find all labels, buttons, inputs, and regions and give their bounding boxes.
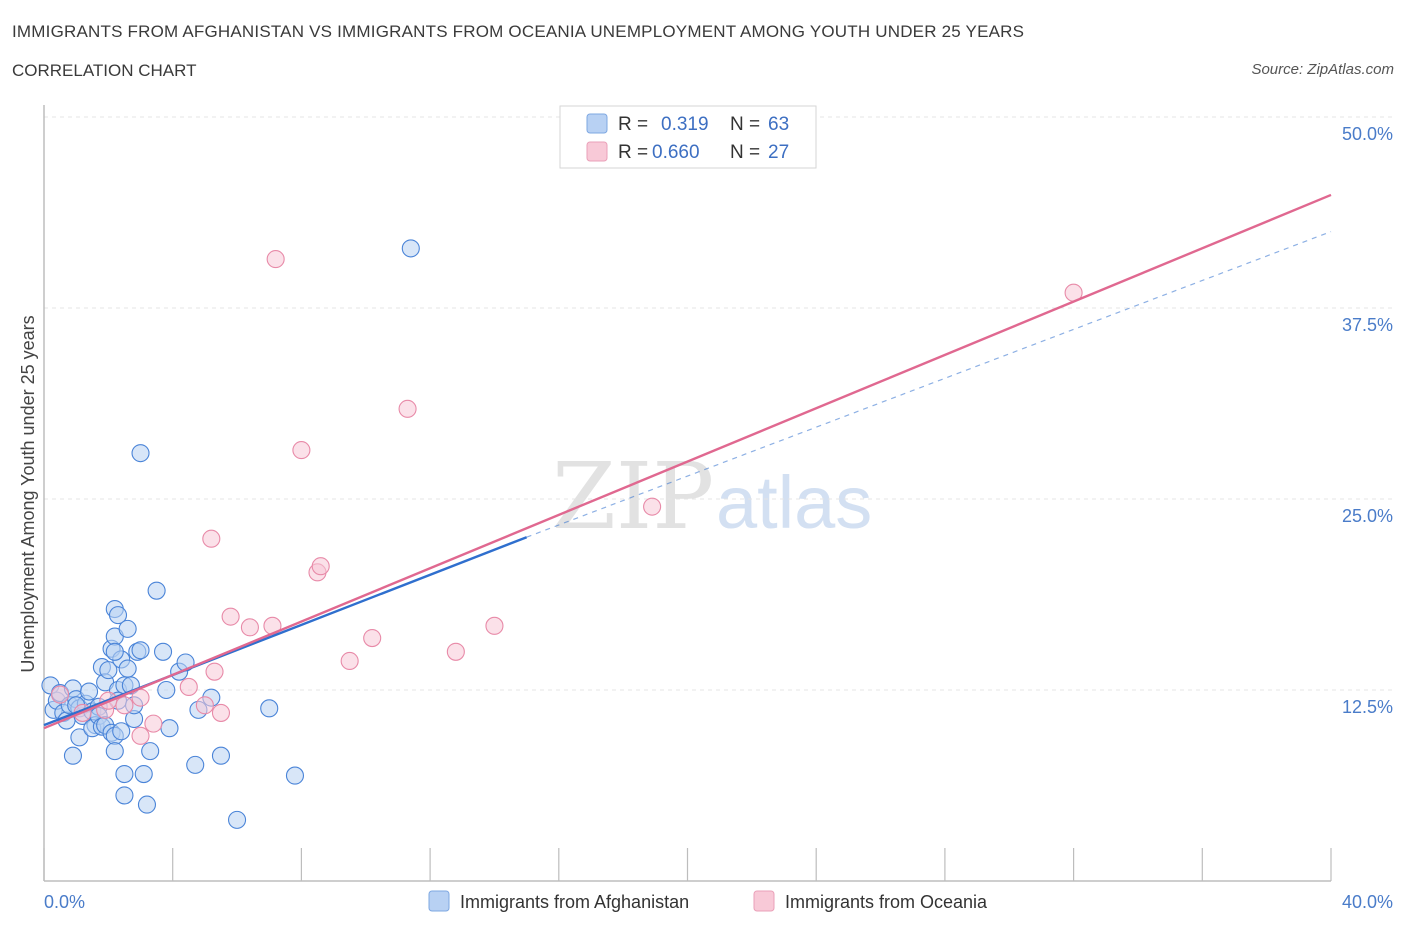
point-s1-20 [340,651,359,671]
point-s0-47 [134,764,153,784]
x-axis-ticks [43,848,1332,881]
point-s0-37 [105,742,124,761]
legend-swatch-oceania [586,141,608,162]
point-s1-12 [211,703,231,722]
point-s0-61 [211,746,231,765]
point-s0-42 [118,619,137,638]
point-s1-14 [240,618,259,637]
legend-r-label-2: R = [618,142,648,163]
point-s0-34 [105,642,124,661]
trend-line-s1 [43,193,1332,730]
point-s0-38 [112,722,131,741]
chart-subtitle: CORRELATION CHART [12,61,197,80]
series-oceania-points [51,250,1083,745]
point-s1-16 [266,250,285,269]
point-s1-4 [115,696,134,715]
watermark-atlas: atlas [716,461,872,544]
point-s1-25 [643,497,662,516]
stats-legend: R = 0.319 N = 63 R = 0.660 N = 27 [559,105,817,169]
x-tick-label-max: 40.0% [1342,892,1393,912]
legend-n-value-2: 27 [768,142,789,163]
x-tick-label-min: 0.0% [44,892,85,912]
point-s1-7 [144,714,163,733]
point-s0-65 [401,239,420,258]
point-s0-45 [131,641,150,660]
trend-lines [43,193,1332,730]
point-s1-8 [179,677,198,696]
point-s0-53 [157,680,176,700]
legend-swatch-afghanistan [586,113,608,134]
legend-r-value-1: 0.319 [661,114,709,135]
gridlines [44,116,1392,691]
point-s0-54 [160,719,179,738]
point-s1-11 [205,662,224,681]
point-s0-26 [70,728,89,747]
series-legend: Immigrants from Afghanistan Immigrants f… [428,890,988,912]
point-s0-18 [99,661,118,680]
trend-extension-s0 [526,231,1332,538]
legend-r-value-2: 0.660 [652,142,700,163]
point-s0-52 [147,581,166,600]
point-s0-41 [108,606,128,625]
y-axis-tick-labels: 12.5% 25.0% 37.5% 50.0% [1342,124,1393,717]
point-s1-19 [311,557,330,576]
point-s0-59 [186,755,205,774]
point-s0-35 [118,659,137,678]
watermark: ZIP atlas [552,443,872,550]
chart-title: IMMIGRANTS FROM AFGHANISTAN VS IMMIGRANT… [12,22,1025,41]
point-s0-50 [115,786,134,805]
point-s1-22 [398,399,417,418]
y-tick-label-3: 50.0% [1342,124,1393,144]
y-axis-label: Unemployment Among Youth under 25 years [18,315,38,672]
point-s0-12 [79,682,99,701]
series-legend-swatch-oceania [753,890,775,912]
point-s0-48 [137,795,157,814]
point-s1-23 [446,642,465,661]
point-s0-51 [141,742,160,761]
point-s1-17 [292,441,311,460]
point-s1-24 [485,616,504,635]
point-s0-49 [115,764,134,784]
legend-n-label-2: N = [730,142,760,163]
series-legend-label-afghanistan: Immigrants from Afghanistan [460,892,689,912]
point-s0-46 [131,444,150,463]
point-s1-13 [221,607,240,626]
series-legend-swatch-afghanistan [428,890,450,912]
point-s0-63 [260,699,279,718]
point-s1-0 [51,685,70,704]
legend-n-value-1: 63 [768,114,789,135]
point-s1-10 [202,529,221,548]
y-tick-label-0: 12.5% [1342,697,1393,717]
y-tick-label-1: 25.0% [1342,506,1393,526]
source-credit: Source: ZipAtlas.com [1251,61,1394,78]
point-s1-5 [131,726,150,745]
series-afghanistan-points [41,239,420,829]
point-s0-24 [63,746,83,765]
series-legend-label-oceania: Immigrants from Oceania [785,892,988,912]
point-s0-62 [228,810,247,829]
point-s1-21 [363,628,382,648]
point-s1-9 [195,696,214,715]
y-tick-label-2: 37.5% [1342,315,1393,335]
legend-r-label-1: R = [618,114,648,135]
point-s0-64 [285,766,305,785]
legend-n-label-1: N = [730,114,760,135]
point-s0-55 [153,642,173,661]
